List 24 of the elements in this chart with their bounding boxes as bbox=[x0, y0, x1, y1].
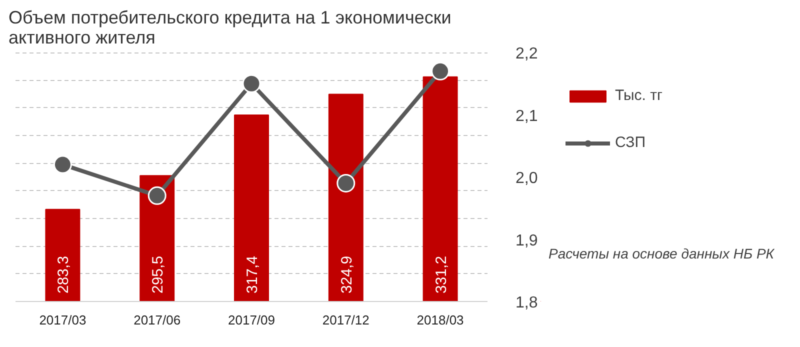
x-tick-label: 2017/09 bbox=[228, 312, 276, 328]
data-label: 295,5 bbox=[150, 256, 167, 294]
text: Расчеты на основе данных НБ РК bbox=[548, 246, 775, 262]
point bbox=[148, 186, 166, 205]
x-tick-label: 2017/06 bbox=[134, 312, 181, 328]
point bbox=[242, 74, 261, 93]
y2-tick-label: 1,8 bbox=[516, 294, 538, 312]
data-label: 317,4 bbox=[244, 256, 261, 294]
x-tick-label: 2017/03 bbox=[39, 312, 86, 328]
y2-tick-label: 2,2 bbox=[516, 46, 538, 62]
x-tick-label: 2018/03 bbox=[416, 312, 464, 328]
legend-label: Тыс. тг bbox=[615, 87, 662, 104]
y2-tick-label: 1,9 bbox=[516, 232, 538, 250]
chart-title: Объем потребительского кредита на 1 экономически активного жителя bbox=[8, 8, 452, 48]
point bbox=[53, 155, 72, 174]
data-label: 324,9 bbox=[338, 256, 356, 294]
point bbox=[336, 174, 356, 192]
data-label: 331,2 bbox=[432, 256, 450, 294]
data-label: 283,3 bbox=[55, 256, 72, 294]
y2-tick-label: 2,0 bbox=[516, 170, 538, 187]
x-tick-label: 2017/12 bbox=[322, 312, 370, 328]
y2-tick-label: 2,1 bbox=[516, 108, 538, 125]
legend-label: СЗП bbox=[615, 134, 646, 151]
point bbox=[431, 62, 450, 80]
